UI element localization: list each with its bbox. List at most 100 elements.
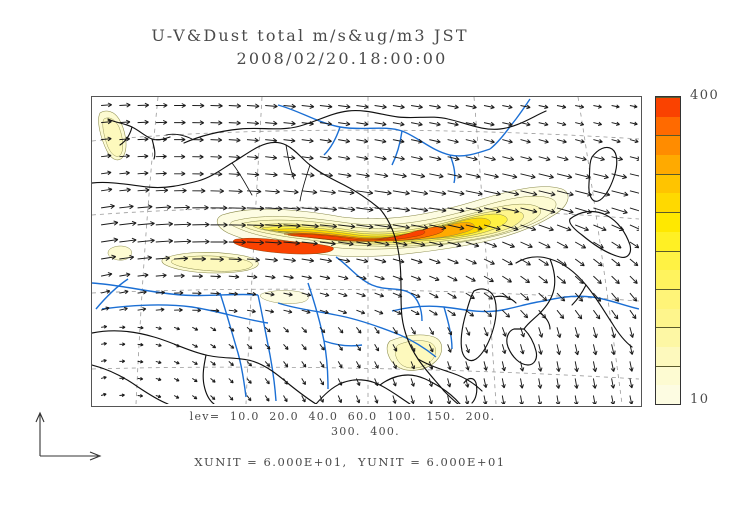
wind-vector-arrow xyxy=(301,223,319,229)
wind-vector-arrow xyxy=(265,222,283,229)
wind-vector-arrow xyxy=(319,275,331,280)
wind-vector-arrow xyxy=(628,378,634,389)
wind-vector-arrow xyxy=(101,136,112,142)
wind-vector-arrow xyxy=(192,360,198,365)
wind-vector-arrow xyxy=(592,344,598,356)
chart-timestamp: 2008/02/20.18:00:00 xyxy=(236,49,448,69)
colorbar-band xyxy=(656,385,680,404)
wind-vector-arrow xyxy=(447,190,465,196)
wind-vector-arrow xyxy=(592,361,598,373)
wind-vector-arrow xyxy=(101,187,113,193)
wind-vector-arrow xyxy=(137,377,144,381)
wind-vector-arrow xyxy=(101,341,107,346)
wind-vector-arrow xyxy=(429,138,441,144)
wind-vector-arrow xyxy=(392,275,404,281)
wind-vector-arrow xyxy=(174,290,184,296)
map-canvas xyxy=(92,97,639,404)
colorbar-band xyxy=(656,97,680,117)
wind-vector-arrow xyxy=(246,343,253,350)
wind-vector-arrow xyxy=(137,325,144,330)
wind-vector-arrow xyxy=(283,172,297,178)
wind-vector-arrow xyxy=(338,189,355,196)
wind-vector-arrow xyxy=(465,241,480,248)
wind-vector-arrow xyxy=(392,395,397,404)
wind-vector-arrow xyxy=(520,344,525,355)
wind-vector-arrow xyxy=(574,258,585,267)
wind-vector-arrow xyxy=(338,121,351,127)
wind-vector-arrow xyxy=(483,156,496,162)
wind-vector-arrow xyxy=(611,138,621,144)
wind-vector-arrow xyxy=(174,238,192,244)
wind-vector-arrow xyxy=(556,156,569,162)
wind-vector-arrow xyxy=(338,206,356,212)
wind-vector-arrow xyxy=(356,138,369,144)
wind-vector-arrow xyxy=(556,139,567,144)
wind-vector-arrow xyxy=(119,289,129,295)
colorbar-band xyxy=(656,135,680,156)
wind-vector-arrow xyxy=(173,326,181,331)
wind-vector-arrow xyxy=(556,121,567,127)
wind-vector-arrow xyxy=(264,361,271,367)
wind-vector-arrow xyxy=(411,224,429,230)
wind-vector-arrow xyxy=(556,224,572,232)
wind-vector-arrow xyxy=(501,361,506,372)
wind-vector-arrow xyxy=(629,173,639,177)
wind-vector-arrow xyxy=(137,136,149,142)
wind-vector-arrow xyxy=(192,188,206,194)
wind-vector-arrow xyxy=(319,121,333,127)
wind-vector-arrow xyxy=(265,274,276,280)
wind-vector-arrow xyxy=(338,275,349,281)
wind-vector-arrow xyxy=(465,139,477,144)
wind-vector-arrow xyxy=(155,255,171,261)
wind-vector-arrow xyxy=(410,327,416,335)
wind-vector-arrow xyxy=(246,291,257,297)
wind-vector-arrow xyxy=(356,172,370,178)
wind-vector-arrow xyxy=(246,188,262,195)
wind-vector-arrow xyxy=(228,120,241,126)
contour-levels-block: lev= 10.0 20.0 40.0 60.0 100. 150. 200. … xyxy=(91,410,640,440)
wind-vector-arrow xyxy=(246,120,260,126)
wind-vector-arrow xyxy=(301,378,306,386)
wind-vector-arrow xyxy=(556,275,567,284)
wind-vector-arrow xyxy=(174,221,192,227)
wind-vector-arrow xyxy=(265,257,278,263)
wind-vector-arrow xyxy=(502,258,513,266)
wind-vector-arrow xyxy=(520,173,536,179)
wind-vector-arrow xyxy=(356,327,362,334)
wind-vector-arrow xyxy=(538,207,556,214)
wind-vector-arrow xyxy=(210,395,216,401)
wind-vector-arrow xyxy=(338,155,351,161)
wind-vector-arrow xyxy=(428,327,434,335)
wind-vector-arrow xyxy=(429,224,447,231)
wind-vector-arrow xyxy=(283,189,299,195)
colorbar-band xyxy=(656,173,680,194)
wind-vector-arrow xyxy=(447,292,457,299)
wind-vector-arrow xyxy=(447,139,459,144)
colorbar-band xyxy=(656,346,680,366)
wind-vector-arrow xyxy=(101,254,117,260)
wind-vector-arrow xyxy=(520,207,538,214)
wind-vector-arrow xyxy=(228,205,246,211)
wind-vector-arrow xyxy=(246,309,256,314)
wind-vector-arrow xyxy=(264,395,270,402)
wind-vector-arrow xyxy=(192,256,207,262)
wind-vector-arrow xyxy=(155,377,162,382)
colorbar-band xyxy=(656,288,680,309)
wind-vector-arrow xyxy=(465,361,470,371)
wind-vector-arrow xyxy=(119,342,126,347)
wind-vector-arrow xyxy=(447,344,452,353)
wind-vector-arrow xyxy=(593,258,603,267)
wind-vector-arrow xyxy=(319,189,336,195)
wind-vector-arrow xyxy=(174,188,187,194)
wind-vector-arrow xyxy=(338,292,348,298)
wind-vector-arrow xyxy=(174,255,189,262)
wind-vector-arrow xyxy=(374,121,387,127)
wind-vector-arrow xyxy=(429,173,444,179)
wind-vector-arrow xyxy=(611,121,620,126)
wind-vector-arrow xyxy=(192,273,203,279)
wind-vector-arrow xyxy=(392,361,397,370)
wind-vector-arrow xyxy=(338,138,351,144)
wind-vector-arrow xyxy=(556,258,567,267)
wind-vector-arrow xyxy=(574,344,580,356)
wind-vector-arrow xyxy=(119,220,137,226)
